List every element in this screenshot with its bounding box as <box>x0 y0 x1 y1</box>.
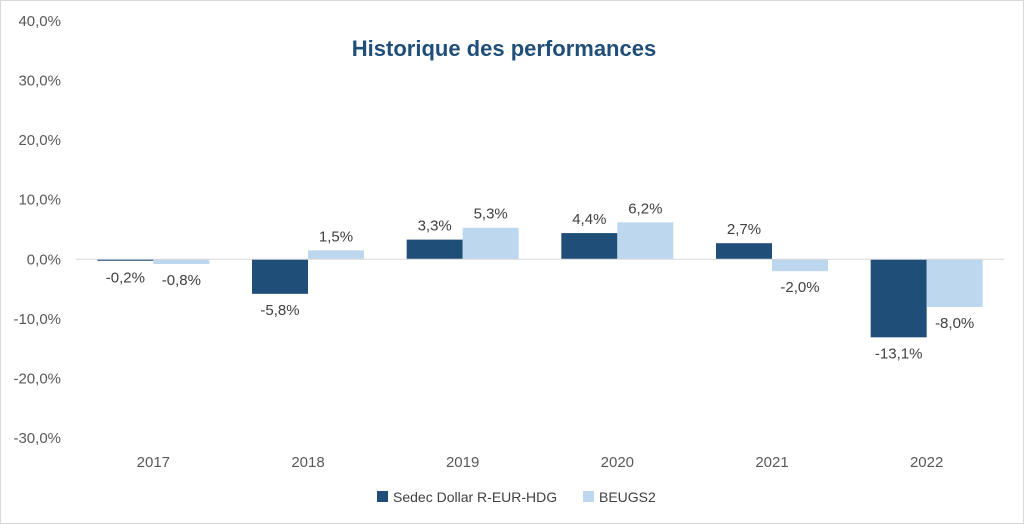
data-label: 4,4% <box>572 211 606 228</box>
y-tick-label: 40,0% <box>18 13 61 30</box>
x-tick-label: 2021 <box>755 454 788 471</box>
legend: Sedec Dollar R-EUR-HDG BEUGS2 <box>377 489 656 505</box>
bar-beugs2-2018 <box>308 250 364 260</box>
legend-swatch <box>583 491 594 502</box>
y-tick-label: 30,0% <box>18 73 61 90</box>
bar-sedec-2018 <box>252 259 308 294</box>
bar-sedec-2017 <box>97 259 154 261</box>
x-tick-label: 2018 <box>291 454 324 471</box>
chart-title: Historique des performances <box>352 36 656 61</box>
x-tick-label: 2022 <box>910 454 943 471</box>
data-label: -0,8% <box>162 272 201 289</box>
legend-label: Sedec Dollar R-EUR-HDG <box>393 489 557 505</box>
bar-sedec-2022 <box>870 259 927 338</box>
bar-sedec-2019 <box>406 239 463 260</box>
y-tick-label: 0,0% <box>27 251 61 268</box>
bar-beugs2-2020 <box>617 222 674 260</box>
bar-beugs2-2022 <box>926 259 983 307</box>
data-label: -0,2% <box>106 269 145 286</box>
bars-group <box>97 222 983 338</box>
y-tick-label: -20,0% <box>13 370 61 387</box>
x-axis: 2017 2018 2019 2020 2021 2022 <box>76 258 1004 471</box>
legend-label: BEUGS2 <box>599 489 656 505</box>
y-tick-label: -30,0% <box>13 430 61 447</box>
y-tick-label: 10,0% <box>18 192 61 209</box>
data-label: -5,8% <box>260 302 299 319</box>
data-label: 3,3% <box>418 218 452 235</box>
y-tick-label: 20,0% <box>18 132 61 149</box>
bar-sedec-2020 <box>561 233 618 260</box>
x-tick-label: 2020 <box>601 454 634 471</box>
x-tick-label: 2017 <box>137 454 170 471</box>
data-labels-group: -0,2% -0,8% -5,8% 1,5% 3,3% 5,3% 4,4% 6,2% 2,7% -… <box>106 200 975 362</box>
data-label: 1,5% <box>319 228 353 245</box>
data-label: 5,3% <box>474 206 508 223</box>
legend-swatch <box>377 491 388 502</box>
x-tick-label: 2019 <box>446 454 479 471</box>
y-tick-label: -10,0% <box>13 311 61 328</box>
bar-beugs2-2017 <box>153 259 210 265</box>
data-label: -8,0% <box>935 315 974 332</box>
bar-beugs2-2019 <box>462 227 519 260</box>
bar-sedec-2021 <box>716 243 772 260</box>
bar-beugs2-2021 <box>772 259 828 272</box>
data-label: 6,2% <box>628 200 662 217</box>
y-axis: -30,0% -20,0% -10,0% 0,0% 10,0% 20,0% 30,0% 40,… <box>13 13 61 447</box>
data-label: -2,0% <box>780 279 819 296</box>
data-label: 2,7% <box>727 221 761 238</box>
data-label: -13,1% <box>875 345 923 362</box>
